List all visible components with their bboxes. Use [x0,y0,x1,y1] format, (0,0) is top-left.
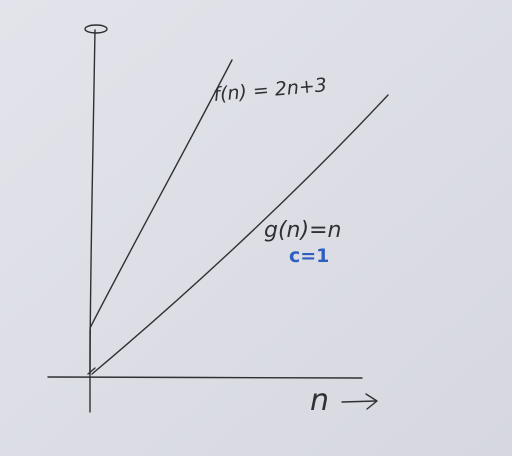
g-curve-line [91,94,389,375]
y-axis-arrowhead [84,24,108,34]
origin-mark [87,367,96,375]
right-arrow-icon [341,393,378,410]
x-axis [47,376,363,379]
g-curve-label: g(n)=n [264,218,341,243]
f-curve-line [89,59,233,329]
constant-c-label: c=1 [289,245,329,267]
x-axis-label: n [310,383,329,418]
